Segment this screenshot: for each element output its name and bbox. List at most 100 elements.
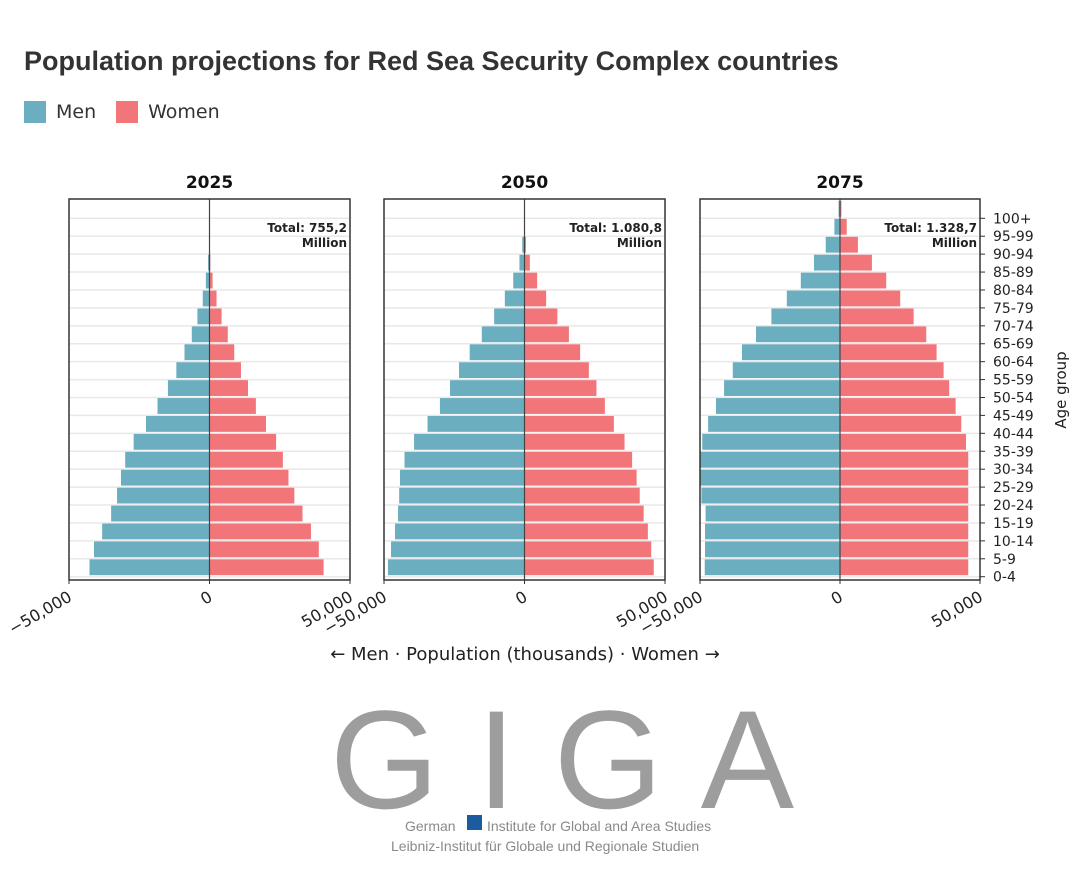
bar-women-45-49 (840, 398, 956, 414)
panel-title-2050: 2050 (501, 173, 548, 193)
bar-women-90-94 (524, 236, 526, 253)
bar-men-15-19 (111, 505, 210, 522)
bar-men-65-69 (481, 326, 525, 343)
bar-women-50-54 (840, 380, 950, 396)
bar-men-100+ (838, 200, 840, 217)
bar-women-70-74 (524, 308, 558, 325)
bar-men-65-69 (756, 326, 840, 343)
x-tick-label: −50,000 (5, 587, 75, 638)
y-tick-label-40-44: 40-44 (993, 426, 1034, 442)
bar-women-80-84 (524, 272, 538, 289)
panel-title-2025: 2025 (186, 173, 233, 193)
bar-women-80-84 (840, 272, 887, 289)
bar-men-5-9 (705, 541, 840, 558)
bar-men-0-4 (89, 559, 210, 576)
bar-men-5-9 (94, 541, 210, 558)
y-tick-label-70-74: 70-74 (993, 319, 1034, 335)
logo-blue-square (467, 815, 482, 830)
y-tick-label-55-59: 55-59 (993, 373, 1034, 389)
bar-men-85-89 (519, 254, 525, 271)
y-tick-label-75-79: 75-79 (993, 301, 1034, 317)
bar-women-20-24 (840, 487, 969, 504)
bar-men-35-39 (133, 433, 210, 450)
bar-men-30-34 (404, 451, 525, 468)
legend-swatch-women (116, 101, 139, 123)
bar-women-20-24 (524, 487, 640, 504)
y-tick-label-95-99: 95-99 (993, 229, 1034, 245)
bar-men-70-74 (197, 308, 210, 325)
bar-women-65-69 (524, 326, 569, 343)
bar-women-40-44 (524, 416, 614, 432)
bar-men-25-29 (120, 469, 210, 486)
bar-women-40-44 (840, 416, 962, 432)
bar-men-90-94 (522, 236, 525, 253)
bar-men-30-34 (125, 451, 210, 468)
bar-women-75-79 (840, 290, 901, 307)
bar-men-5-9 (391, 541, 525, 558)
bar-men-35-39 (414, 433, 525, 450)
bar-women-0-4 (840, 559, 969, 576)
bar-men-85-89 (208, 254, 210, 271)
bar-women-75-79 (524, 290, 547, 307)
bar-women-30-34 (840, 451, 969, 468)
bar-women-15-19 (840, 505, 969, 522)
bar-men-70-74 (494, 308, 525, 325)
bar-women-30-34 (209, 451, 283, 468)
bar-men-45-49 (157, 398, 210, 414)
bar-men-75-79 (202, 290, 210, 307)
bar-women-35-39 (209, 433, 277, 450)
bar-men-55-59 (176, 362, 210, 379)
bar-men-40-44 (708, 416, 840, 432)
bar-men-80-84 (800, 272, 840, 289)
bar-women-55-59 (840, 362, 944, 379)
x-axis-title: ← Men · Population (thousands) · Women → (330, 644, 720, 665)
bar-women-35-39 (524, 433, 625, 450)
giga-logo-text: GIGA (330, 681, 833, 838)
total-label: Total: 1.328,7 (884, 221, 977, 235)
x-tick-label: 0 (828, 587, 846, 609)
y-tick-label-45-49: 45-49 (993, 408, 1034, 424)
total-label-unit: Million (932, 236, 977, 250)
bar-women-75-79 (209, 290, 217, 307)
bar-men-10-14 (394, 523, 525, 540)
bar-men-40-44 (145, 416, 210, 432)
bar-men-75-79 (786, 290, 840, 307)
bar-women-70-74 (209, 308, 222, 325)
bar-women-0-4 (209, 559, 324, 576)
bar-men-0-4 (387, 559, 525, 576)
bar-women-60-64 (524, 344, 581, 361)
bar-women-80-84 (209, 272, 213, 289)
logo-line1-institute: Institute for Global and Area Studies (487, 818, 712, 834)
bar-men-65-69 (191, 326, 210, 343)
bar-men-45-49 (715, 398, 840, 414)
bar-men-20-24 (399, 487, 525, 504)
legend: Men Women (24, 101, 240, 123)
bar-men-0-4 (704, 559, 840, 576)
bar-women-10-14 (840, 523, 969, 540)
y-tick-label-10-14: 10-14 (993, 534, 1034, 550)
bar-women-25-29 (840, 469, 969, 486)
bar-men-80-84 (205, 272, 210, 289)
bar-women-65-69 (840, 326, 927, 343)
y-tick-label-25-29: 25-29 (993, 480, 1034, 496)
bar-women-65-69 (209, 326, 228, 343)
bar-women-55-59 (209, 362, 241, 379)
total-label-unit: Million (617, 236, 662, 250)
bar-men-95-99 (834, 218, 840, 235)
y-tick-label-35-39: 35-39 (993, 444, 1034, 460)
y-tick-label-100+: 100+ (993, 211, 1031, 227)
bar-women-55-59 (524, 362, 589, 379)
bar-men-90-94 (825, 236, 840, 253)
bar-women-10-14 (524, 523, 648, 540)
bar-men-55-59 (732, 362, 840, 379)
legend-swatch-men (24, 101, 46, 123)
y-tick-label-85-89: 85-89 (993, 265, 1034, 281)
bar-men-50-54 (450, 380, 525, 396)
bar-women-20-24 (209, 487, 295, 504)
bar-women-95-99 (840, 218, 847, 235)
legend-label-men: Men (56, 101, 97, 123)
bar-men-35-39 (702, 433, 840, 450)
bar-men-20-24 (117, 487, 210, 504)
bar-women-25-29 (524, 469, 637, 486)
chart-title: Population projections for Red Sea Secur… (24, 46, 839, 76)
